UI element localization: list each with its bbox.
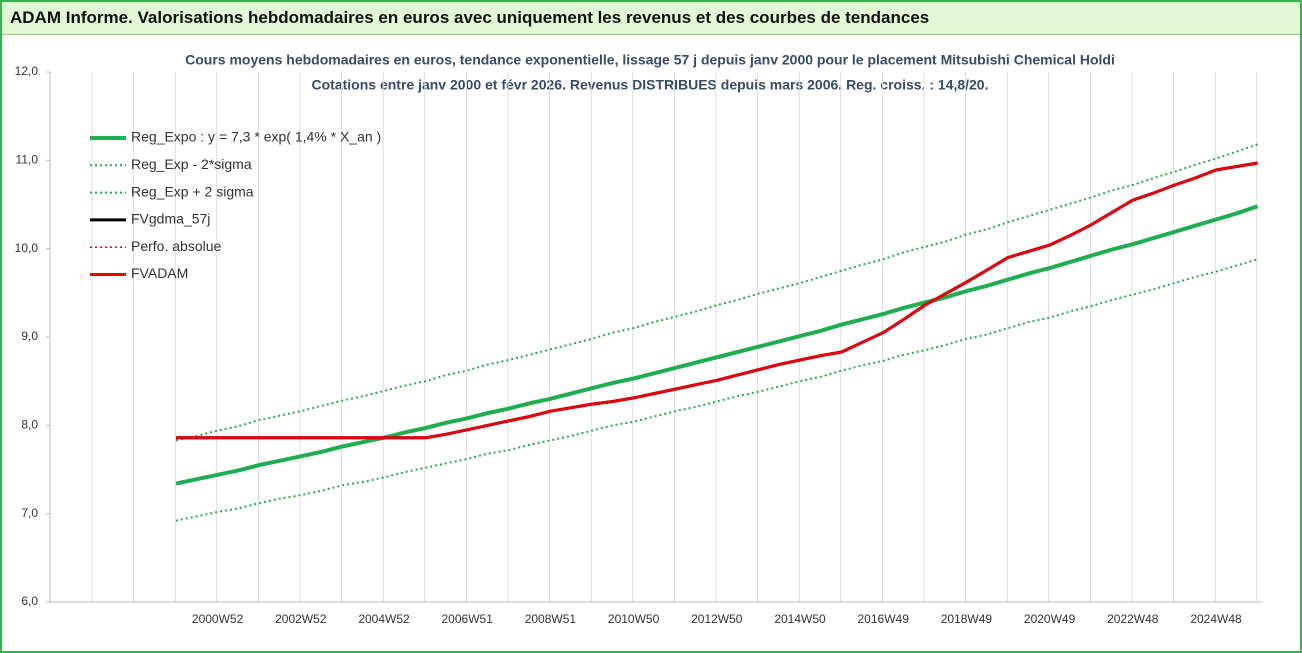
x-tick-label: 2012W50	[691, 612, 743, 626]
y-tick-label: 7,0	[21, 506, 38, 520]
legend-label: Reg_Expo : y = 7,3 * exp( 1,4% * X_an )	[131, 129, 381, 145]
chart: Cours moyens hebdomadaires en euros, ten…	[15, 52, 1262, 626]
series-line	[176, 161, 1258, 440]
y-tick-label: 12,0	[15, 64, 39, 78]
y-tick-label: 10,0	[15, 241, 39, 255]
x-tick-label: 2024W48	[1190, 612, 1242, 626]
x-tick-label: 2000W52	[192, 612, 244, 626]
x-tick-label: 2008W51	[525, 612, 577, 626]
x-tick-label: 2016W49	[858, 612, 910, 626]
x-tick-label: 2006W51	[442, 612, 494, 626]
legend-label: Reg_Exp + 2 sigma	[131, 183, 254, 199]
legend-label: FVADAM	[131, 265, 188, 281]
y-tick-label: 11,0	[16, 153, 39, 167]
x-tick-label: 2020W49	[1024, 612, 1076, 626]
header-bar: ADAM Informe. Valorisations hebdomadaire…	[2, 2, 1300, 35]
chart-subtitle: Cotations entre janv 2000 et févr 2026. …	[312, 77, 989, 93]
series-line	[176, 162, 1258, 439]
series-line	[176, 161, 1258, 440]
legend-label: Reg_Exp - 2*sigma	[131, 156, 252, 172]
chart-title: Cours moyens hebdomadaires en euros, ten…	[185, 52, 1115, 68]
x-tick-label: 2002W52	[275, 612, 327, 626]
legend-label: FVgdma_57j	[131, 211, 210, 227]
series-line	[175, 143, 1258, 442]
header-title: ADAM Informe. Valorisations hebdomadaire…	[10, 8, 930, 27]
y-tick-label: 6,0	[21, 594, 38, 608]
x-tick-label: 2004W52	[358, 612, 410, 626]
series-line	[175, 258, 1258, 522]
y-tick-label: 9,0	[21, 329, 38, 343]
y-tick-label: 8,0	[21, 418, 38, 432]
x-tick-label: 2018W49	[941, 612, 993, 626]
x-tick-label: 2014W50	[774, 612, 826, 626]
series-line	[175, 204, 1259, 486]
x-tick-label: 2022W48	[1107, 612, 1159, 626]
legend-label: Perfo. absolue	[131, 238, 221, 254]
x-tick-label: 2010W50	[608, 612, 660, 626]
